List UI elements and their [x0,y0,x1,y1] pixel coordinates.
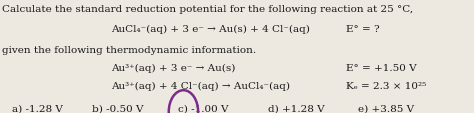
Text: e) +3.85 V: e) +3.85 V [358,104,414,113]
Text: E° = +1.50 V: E° = +1.50 V [346,63,417,72]
Text: Kₑ = 2.3 × 10²⁵: Kₑ = 2.3 × 10²⁵ [346,81,426,90]
Text: given the following thermodynamic information.: given the following thermodynamic inform… [2,45,256,54]
Text: c) -1.00 V: c) -1.00 V [178,104,228,113]
Text: Au³⁺(aq) + 4 Cl⁻(aq) → AuCl₄⁻(aq): Au³⁺(aq) + 4 Cl⁻(aq) → AuCl₄⁻(aq) [111,81,291,90]
Text: b) -0.50 V: b) -0.50 V [92,104,144,113]
Text: d) +1.28 V: d) +1.28 V [268,104,324,113]
Text: E° = ?: E° = ? [346,25,380,34]
Text: AuCl₄⁻(aq) + 3 e⁻ → Au(s) + 4 Cl⁻(aq): AuCl₄⁻(aq) + 3 e⁻ → Au(s) + 4 Cl⁻(aq) [111,25,310,34]
Text: Calculate the standard reduction potential for the following reaction at 25 °C,: Calculate the standard reduction potenti… [2,5,413,13]
Text: a) -1.28 V: a) -1.28 V [12,104,63,113]
Text: Au³⁺(aq) + 3 e⁻ → Au(s): Au³⁺(aq) + 3 e⁻ → Au(s) [111,63,236,72]
